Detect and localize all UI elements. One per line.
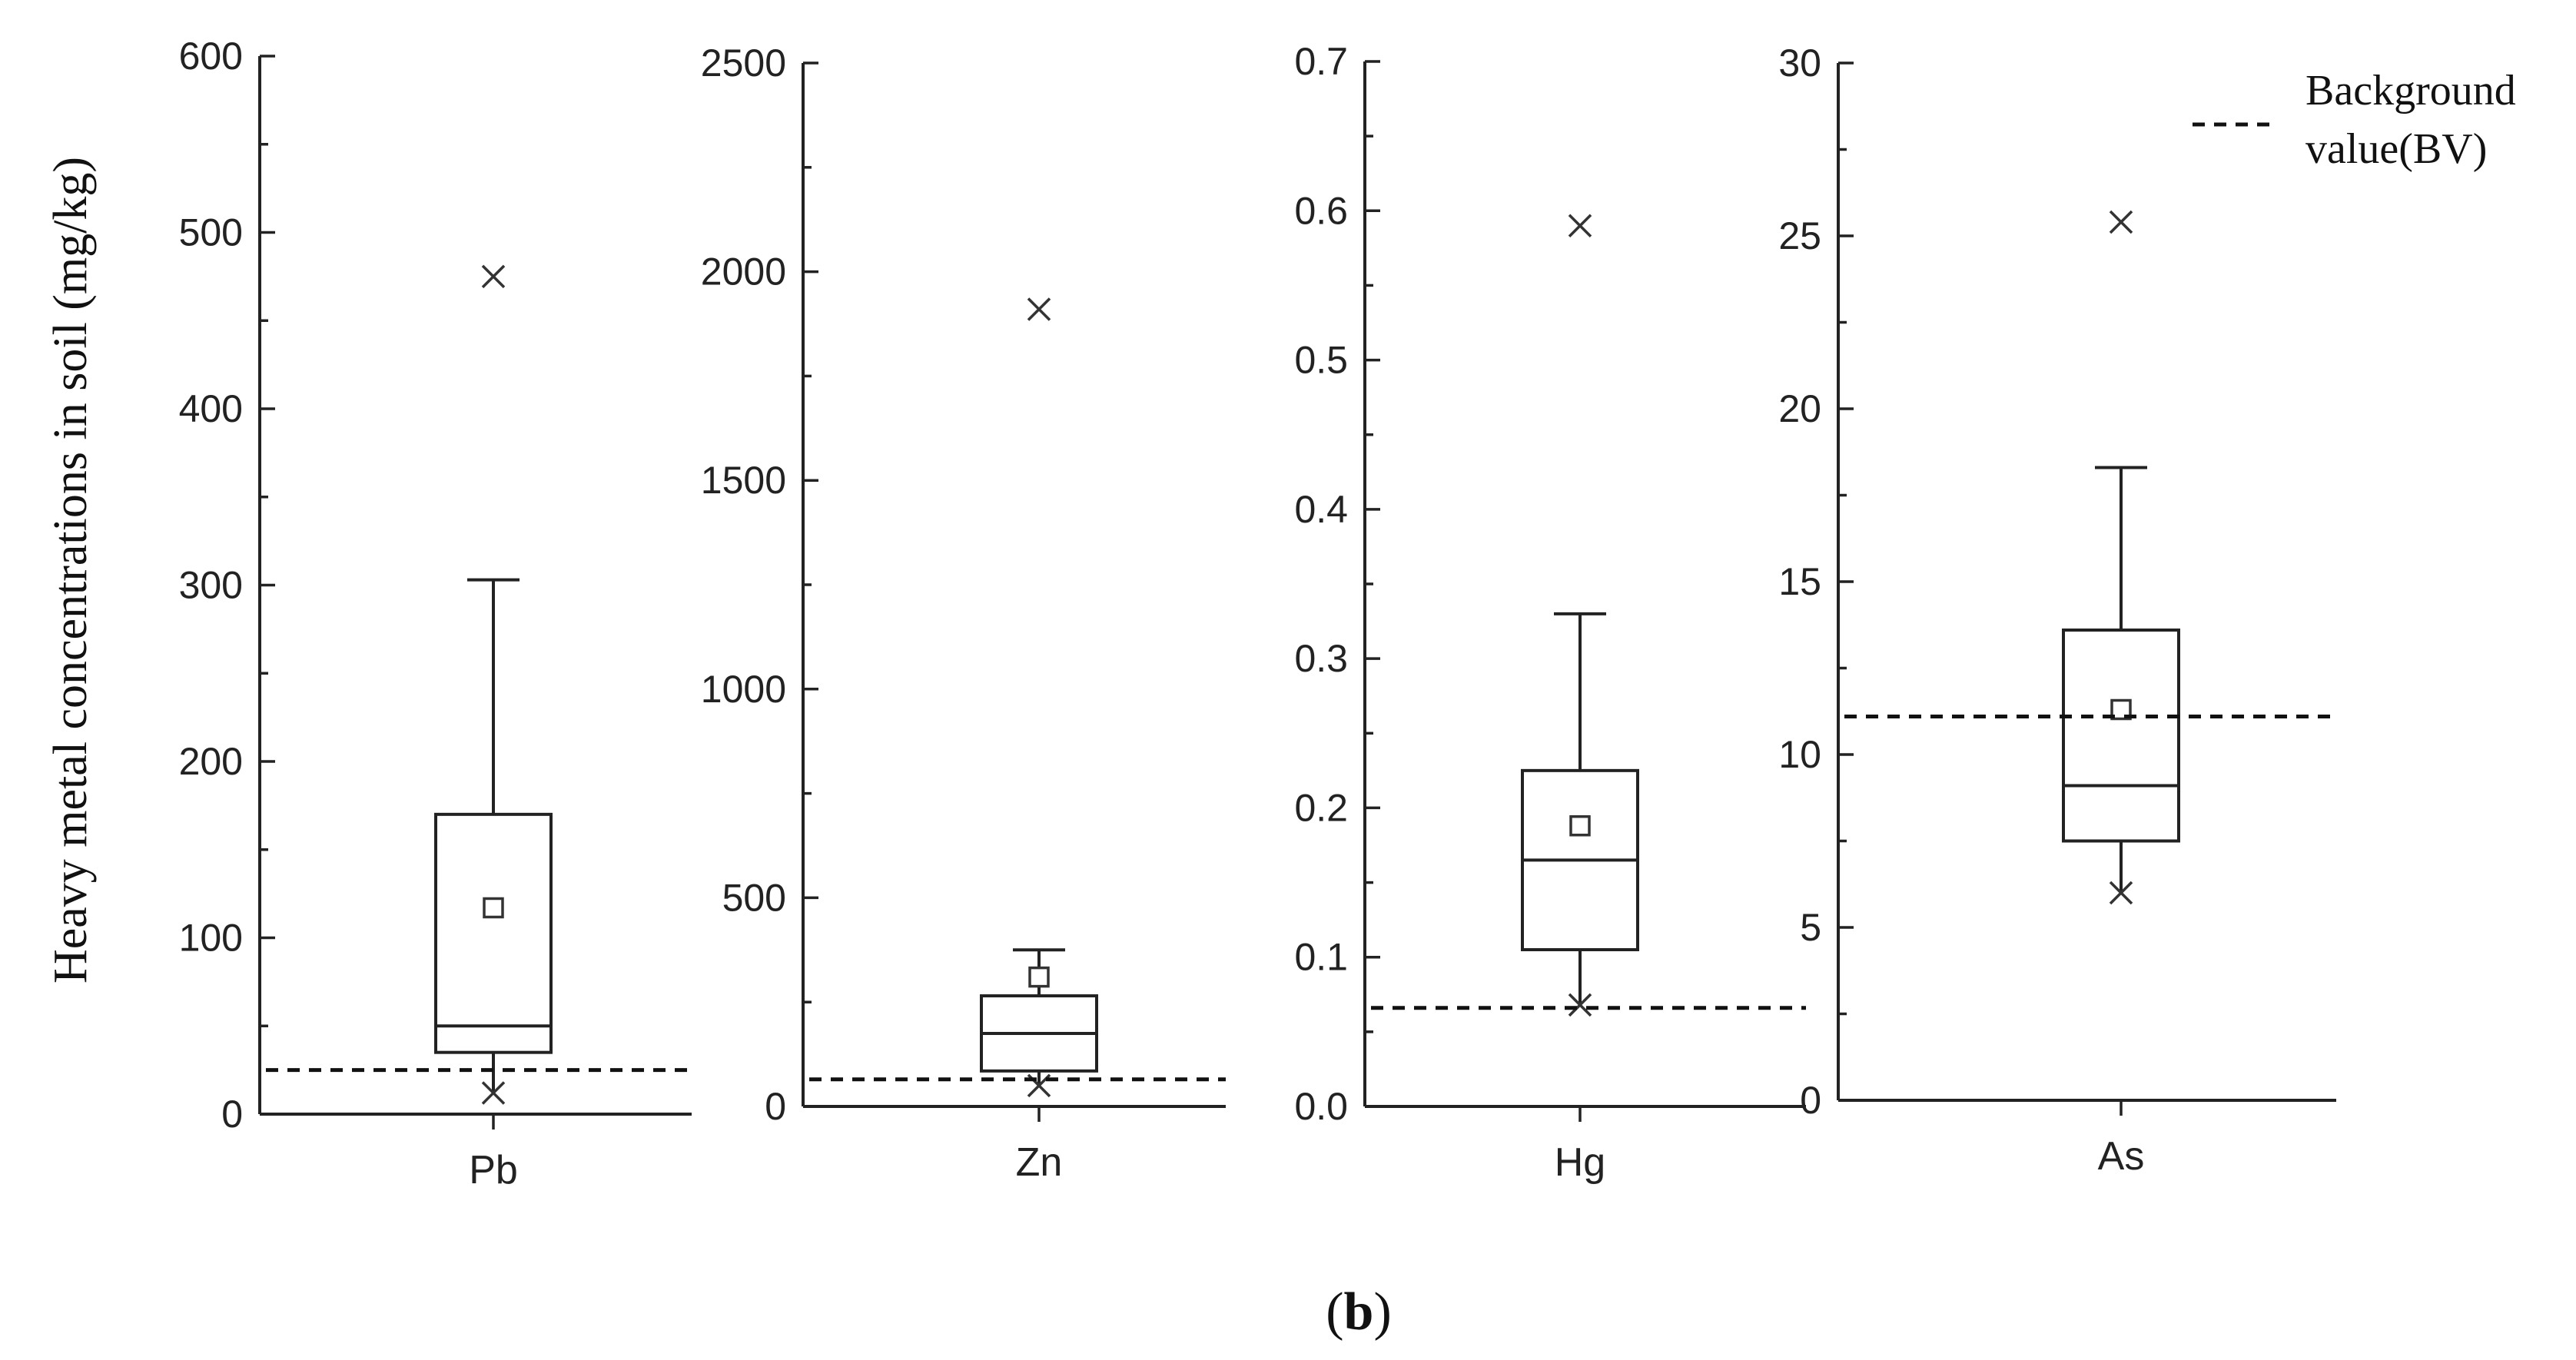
y-tick-label: 2000 (701, 250, 786, 294)
outlier-stroke (2109, 881, 2133, 905)
y-tick-label: 2500 (701, 41, 786, 85)
y-tick-label: 0.4 (1294, 488, 1348, 531)
panel-label-open: ( (1326, 1282, 1343, 1342)
x-category-label: As (2098, 1134, 2145, 1179)
outlier-marker (1568, 993, 1592, 1017)
outlier-stroke (481, 264, 506, 289)
y-tick-label: 20 (1778, 387, 1821, 430)
iqr-box (2062, 629, 2180, 843)
y-tick-label: 0 (1800, 1079, 1821, 1122)
outlier-stroke (1568, 214, 1592, 237)
outlier-marker (1027, 297, 1051, 321)
y-tick-label: 400 (179, 387, 243, 430)
y-tick-label: 100 (179, 917, 243, 960)
outlier-marker (1568, 214, 1592, 237)
outlier-stroke (1027, 297, 1051, 321)
x-category-label: Hg (1555, 1140, 1605, 1185)
y-tick-label: 10 (1778, 733, 1821, 776)
x-category-label: Zn (1016, 1140, 1063, 1185)
panel-label: (b) (1326, 1282, 1392, 1342)
outlier-marker (481, 1081, 506, 1105)
mean-marker (1028, 966, 1050, 988)
outlier-marker (2109, 881, 2133, 905)
y-tick-label: 1500 (701, 459, 786, 502)
y-tick-label: 300 (179, 564, 243, 607)
y-tick-label: 15 (1778, 560, 1821, 603)
y-tick-label: 200 (179, 740, 243, 783)
y-tick-label: 0 (221, 1093, 243, 1136)
y-tick-label: 0.5 (1294, 339, 1348, 382)
panel-hg: 0.0 0.1 0.2 0.3 0.4 0.5 0.6 0.7 Hg (1294, 40, 1806, 1185)
y-tick-label: 0.0 (1294, 1085, 1348, 1128)
outlier-stroke (2109, 210, 2133, 234)
outlier-stroke (1568, 993, 1592, 1017)
y-tick-label: 0.1 (1294, 936, 1348, 979)
y-tick-label: 0 (765, 1085, 786, 1128)
panel-pb: 0 100 200 300 400 500 600 Pb (179, 35, 692, 1192)
panel-label-letter: b (1344, 1282, 1374, 1342)
y-tick-label: 0.6 (1294, 189, 1348, 232)
box-plot-panels: 0100200300400500600Pb0500100015002000250… (179, 35, 2336, 1192)
panel-label-close: ) (1373, 1282, 1391, 1342)
y-axis-label: Heavy metal concentrations in soil (mg/k… (45, 157, 97, 984)
legend-label-line2: value(BV) (2305, 125, 2487, 173)
outlier-stroke (481, 1081, 506, 1105)
y-tick-label: 0.7 (1294, 40, 1348, 83)
y-tick-label: 600 (179, 35, 243, 78)
y-tick-label: 500 (179, 211, 243, 254)
panel-as: 0 5 10 15 20 25 30 As (1778, 41, 2336, 1179)
outlier-marker (481, 264, 506, 289)
y-tick-label: 0.2 (1294, 786, 1348, 829)
mean-marker (483, 897, 504, 919)
y-tick-label: 0.3 (1294, 637, 1348, 680)
mean-marker (1569, 814, 1591, 837)
y-tick-label: 30 (1778, 41, 1821, 85)
y-tick-label: 500 (722, 876, 786, 919)
y-tick-label: 5 (1800, 906, 1821, 949)
x-category-label: Pb (469, 1148, 518, 1192)
outlier-marker (2109, 210, 2133, 234)
panel-zn: 0 500 1000 1500 2000 2500 Zn (701, 41, 1226, 1185)
legend-label-line1: Background (2305, 67, 2516, 114)
legend: Background value(BV) (2193, 67, 2516, 173)
y-tick-label: 1000 (701, 668, 786, 711)
iqr-box (434, 812, 553, 1054)
y-tick-label: 25 (1778, 214, 1821, 257)
